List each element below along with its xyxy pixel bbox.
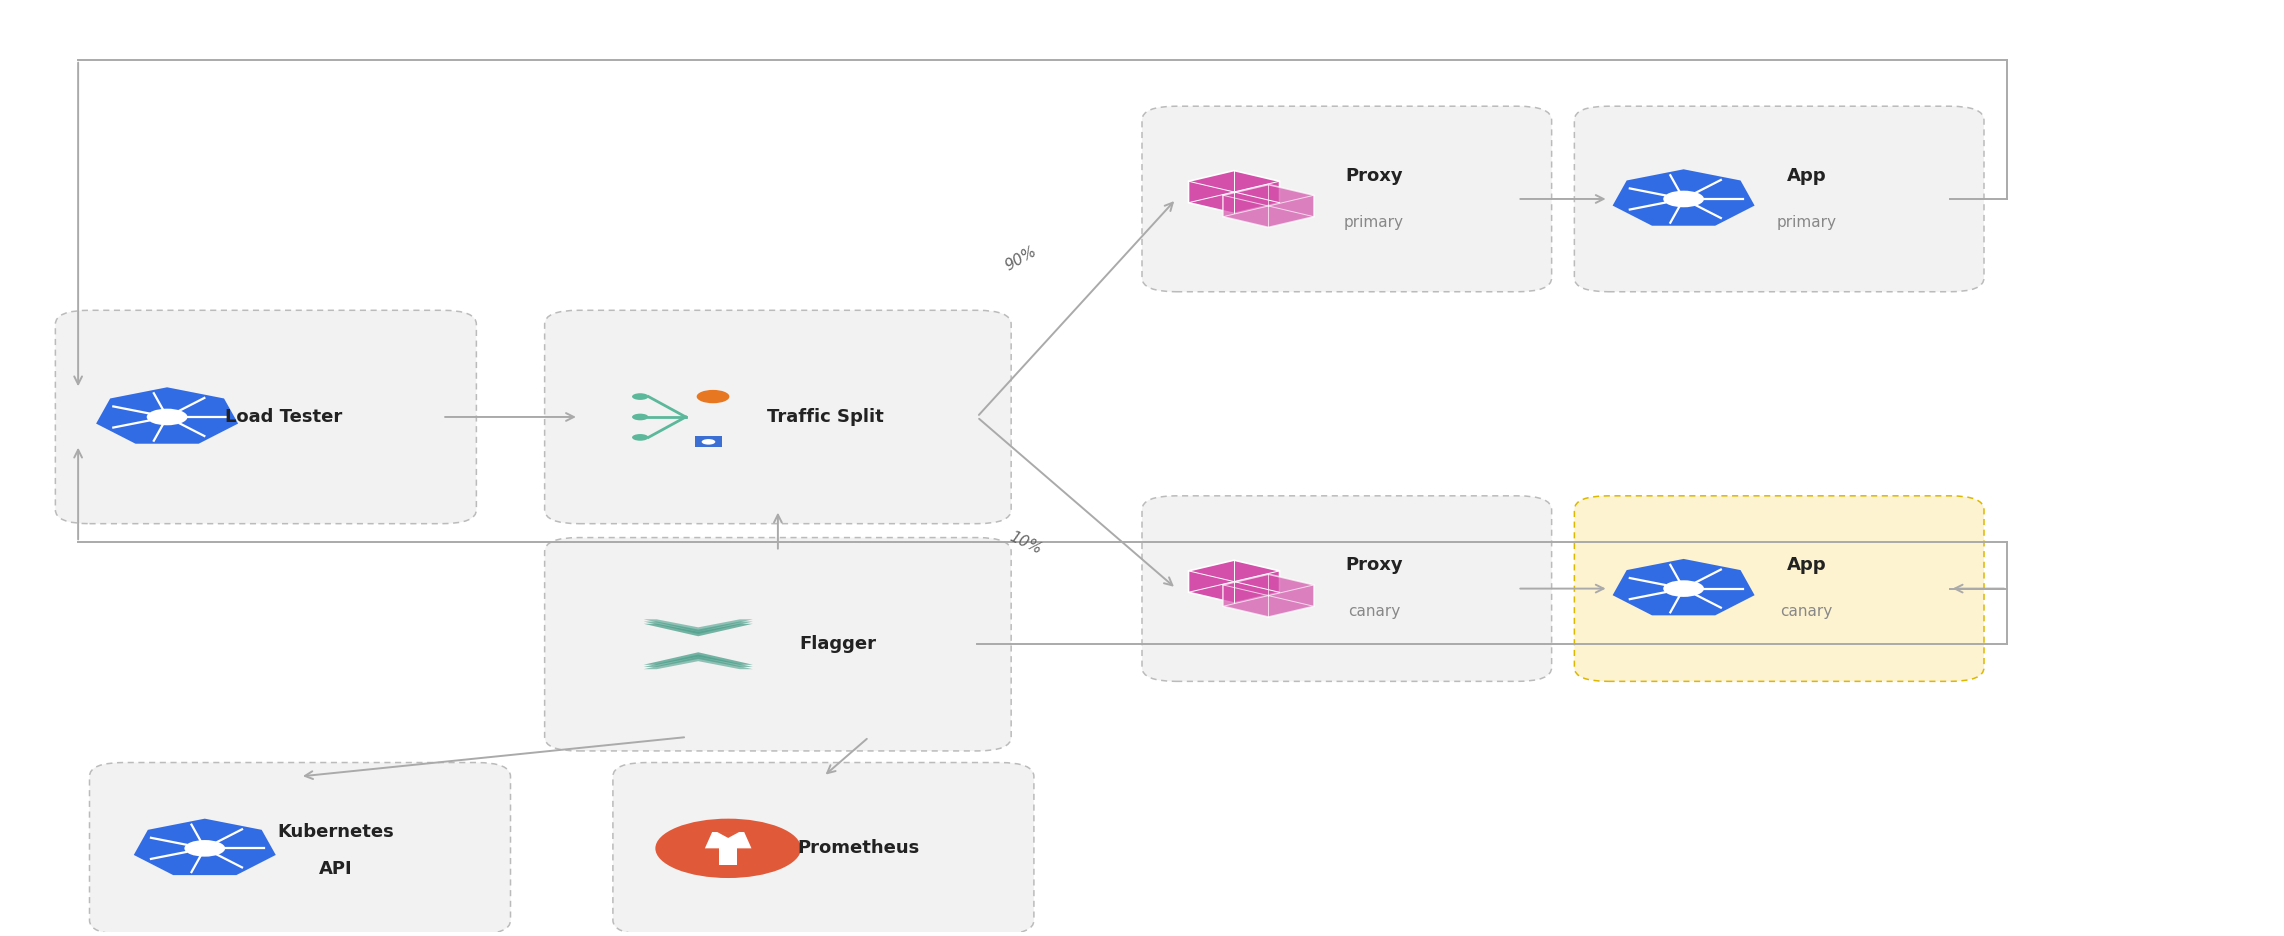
Circle shape (1663, 580, 1704, 597)
Circle shape (656, 819, 802, 878)
Polygon shape (644, 622, 754, 634)
Circle shape (185, 840, 226, 856)
Circle shape (633, 414, 649, 420)
FancyBboxPatch shape (612, 763, 1035, 934)
Text: Kubernetes: Kubernetes (276, 823, 393, 841)
FancyBboxPatch shape (1574, 496, 1985, 681)
Text: Traffic Split: Traffic Split (767, 408, 884, 426)
Circle shape (1663, 191, 1704, 207)
FancyBboxPatch shape (1142, 106, 1551, 292)
Text: primary: primary (1343, 214, 1405, 229)
Text: Proxy: Proxy (1345, 167, 1402, 184)
FancyBboxPatch shape (544, 537, 1012, 751)
Polygon shape (1188, 560, 1279, 603)
Text: Flagger: Flagger (799, 636, 877, 653)
Polygon shape (644, 654, 754, 667)
Circle shape (146, 409, 187, 425)
Text: canary: canary (1348, 605, 1400, 620)
Polygon shape (135, 819, 276, 875)
Polygon shape (644, 623, 754, 636)
Circle shape (633, 434, 649, 441)
Polygon shape (1613, 559, 1754, 615)
FancyBboxPatch shape (544, 311, 1012, 523)
Circle shape (633, 393, 649, 400)
Text: Proxy: Proxy (1345, 556, 1402, 575)
FancyBboxPatch shape (89, 763, 512, 934)
Polygon shape (644, 652, 754, 665)
Text: App: App (1786, 167, 1827, 184)
FancyBboxPatch shape (55, 311, 477, 523)
Polygon shape (1613, 169, 1754, 226)
Polygon shape (717, 832, 740, 838)
FancyBboxPatch shape (1142, 496, 1551, 681)
Text: Prometheus: Prometheus (797, 840, 920, 857)
Polygon shape (1188, 170, 1279, 213)
Text: primary: primary (1777, 214, 1836, 229)
Text: Load Tester: Load Tester (224, 408, 343, 426)
Text: API: API (317, 860, 352, 878)
FancyBboxPatch shape (1574, 106, 1985, 292)
Text: 10%: 10% (1007, 529, 1044, 557)
Polygon shape (644, 657, 754, 669)
Polygon shape (1222, 184, 1313, 227)
Polygon shape (1222, 574, 1313, 617)
Polygon shape (706, 832, 751, 848)
Bar (694, 436, 722, 447)
Circle shape (701, 439, 715, 445)
Text: App: App (1786, 556, 1827, 575)
Circle shape (697, 390, 729, 403)
Polygon shape (644, 620, 754, 632)
Polygon shape (96, 388, 238, 444)
Bar (719, 848, 738, 865)
Text: canary: canary (1779, 605, 1832, 620)
Text: 90%: 90% (1003, 243, 1039, 273)
